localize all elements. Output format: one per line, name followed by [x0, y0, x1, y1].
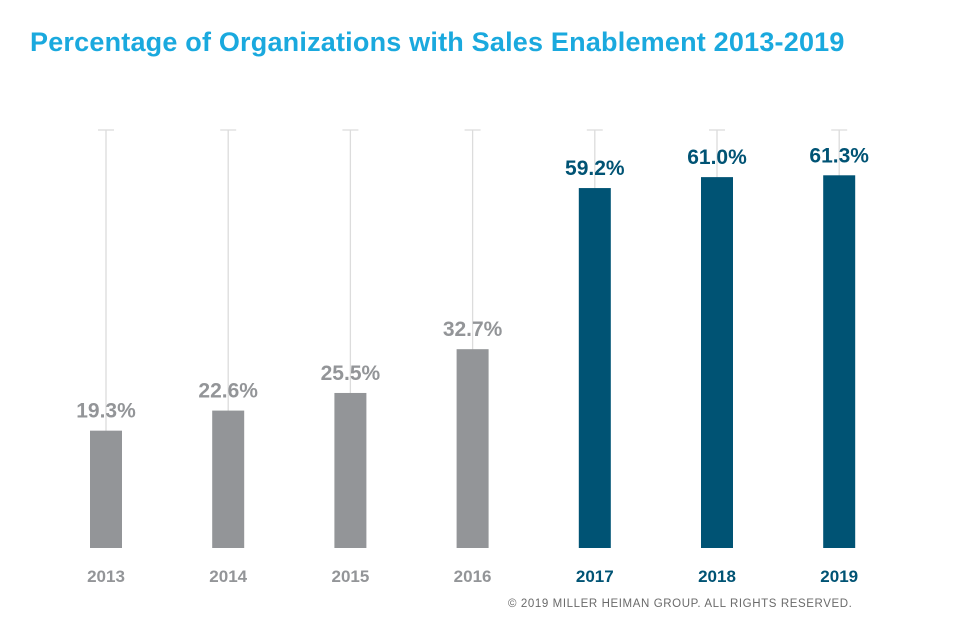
x-tick-label-2019: 2019 [820, 567, 858, 586]
x-tick-label-2013: 2013 [87, 567, 125, 586]
x-tick-label-2014: 2014 [209, 567, 247, 586]
bar-2017 [578, 188, 611, 548]
bar-2014 [212, 410, 245, 548]
chart-title: Percentage of Organizations with Sales E… [30, 27, 845, 57]
bar-2013 [90, 430, 122, 548]
value-label-2016: 32.7% [443, 318, 503, 341]
value-label-2014: 22.6% [198, 380, 258, 403]
value-label-2018: 61.0% [687, 146, 747, 169]
x-tick-label-2016: 2016 [454, 567, 492, 586]
bar-2019 [823, 175, 856, 548]
x-tick-label-2015: 2015 [331, 567, 369, 586]
bar-2018 [701, 177, 733, 548]
bar-2015 [334, 392, 367, 548]
copyright-notice: © 2019 MILLER HEIMAN GROUP. ALL RIGHTS R… [508, 598, 853, 610]
value-label-2019: 61.3% [809, 144, 869, 167]
value-label-2015: 25.5% [321, 362, 381, 385]
bar-2016 [456, 349, 489, 548]
value-label-2013: 19.3% [76, 400, 136, 423]
value-label-2017: 59.2% [565, 157, 625, 180]
x-tick-label-2017: 2017 [576, 567, 614, 586]
x-tick-label-2018: 2018 [698, 567, 736, 586]
